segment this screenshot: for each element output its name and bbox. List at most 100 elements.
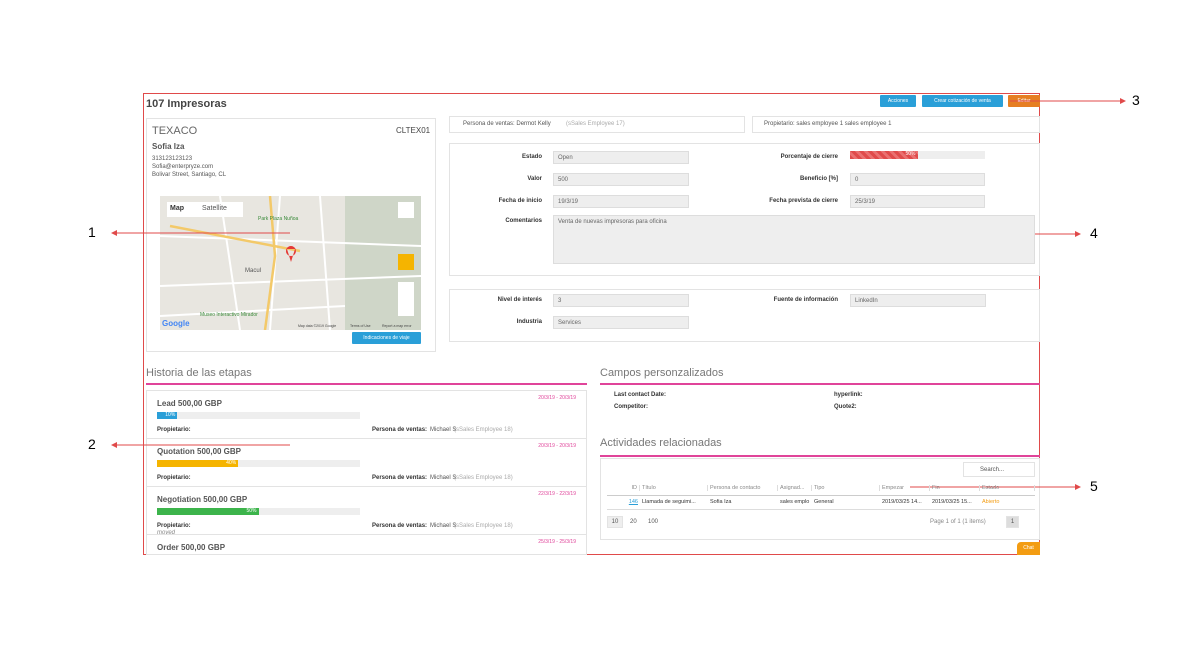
field-input: 0 [850, 173, 985, 186]
page-size[interactable]: 100 [648, 519, 659, 525]
sales-name: Michael S [430, 475, 457, 481]
field-input: Venta de nuevas impresoras para oficina [553, 215, 1035, 264]
stage-progress: 50% [157, 508, 259, 515]
company-card [146, 118, 436, 352]
stage-dates: 20/3/19 - 20/3/19 [538, 395, 576, 401]
field-label: Porcentaje de cierre [780, 154, 838, 160]
search-box[interactable]: Search... [963, 462, 1035, 477]
table-cell[interactable]: 146 [628, 499, 638, 505]
sales-note: (sSales Employee 18) [454, 427, 513, 433]
map-footer[interactable]: Report a map error [382, 324, 412, 328]
column-header: Persona de contacto [708, 485, 778, 491]
table-cell: General [814, 499, 834, 505]
stage-card [147, 535, 586, 554]
owner-box [752, 116, 1040, 133]
section-title: Historia de las etapas [146, 367, 252, 379]
stage-name: Negotiation 500,00 GBP [157, 495, 248, 504]
divider [600, 383, 1040, 385]
field-label: Fecha de inicio [498, 198, 542, 204]
actions-button[interactable]: Acciones [880, 95, 916, 107]
sales-label: Persona de ventas: [372, 475, 428, 481]
callout: 1 [88, 224, 96, 240]
field-input: 3 [553, 294, 689, 307]
table-cell: Sofia Iza [710, 499, 732, 505]
map-place: Macul [245, 268, 262, 274]
column-header: Fin [930, 485, 980, 491]
company-code: CLTEX01 [396, 126, 431, 135]
stages: Lead 500,00 GBP 20/3/19 - 20/3/19 10% Propi… [146, 390, 587, 555]
field-label: Fecha prevista de cierre [769, 198, 838, 204]
quote-button[interactable]: Crear cotización de venta [922, 95, 1003, 107]
table-cell: sales emplo [780, 499, 810, 505]
column-header: Empezar [880, 485, 930, 491]
page-size[interactable]: 20 [630, 519, 637, 525]
stage-card [147, 487, 586, 535]
custom-field: hyperlink: [834, 392, 863, 398]
callout: 2 [88, 436, 96, 452]
stage-dates: 22/3/19 - 22/3/19 [538, 491, 576, 497]
table-cell: Abierto [982, 499, 1000, 505]
sales-label: Persona de ventas: [372, 427, 428, 433]
stage-name: Order 500,00 GBP [157, 543, 226, 552]
field-label: Industria [516, 319, 542, 325]
chat-button[interactable]: Chat [1017, 542, 1040, 555]
sales-name: Michael S [430, 427, 457, 433]
table-cell: 2019/03/25 14... [882, 499, 922, 505]
field-label: Valor [527, 176, 542, 182]
stage-track: 50% [157, 508, 360, 515]
callout: 3 [1132, 92, 1140, 108]
stage-name: Lead 500,00 GBP [157, 399, 222, 408]
page-size[interactable]: 10 [607, 516, 623, 528]
map-footer[interactable]: Terms of Use [350, 324, 371, 328]
column-header: Tipo [812, 485, 880, 491]
address: Bolivar Street, Santiago, CL [152, 172, 227, 178]
map-tab[interactable]: Map [170, 205, 184, 212]
field-label: Estado [521, 154, 542, 160]
sales-name: Michael S [430, 523, 457, 529]
field-input: Services [553, 316, 689, 329]
sales-person: Persona de ventas: Dermot Kelly [463, 121, 551, 127]
contact-name: Sofia Iza [152, 142, 185, 151]
field-label: Nivel de interés [497, 297, 542, 303]
field-label: Beneficio [%] [799, 176, 838, 182]
stage-track: 10% [157, 412, 360, 419]
sales-label: Persona de ventas: [372, 523, 428, 529]
sales-box [449, 116, 745, 133]
map-place: Park Plaza Nuñoa [258, 216, 299, 222]
satellite-tab[interactable]: Satellite [202, 205, 227, 212]
custom-field: Last contact Date: [614, 392, 667, 398]
owner-label: Propietario: [157, 523, 191, 529]
column-header: ID [607, 485, 640, 491]
email: Sofia@enterpryze.com [152, 164, 214, 170]
progress-fill: 50% [850, 151, 918, 159]
custom-field: Quote2: [834, 404, 857, 410]
progress-track: 50% [850, 151, 985, 159]
owner: Propietario: sales employee 1 sales empl… [764, 121, 892, 127]
stage-dates: 20/3/19 - 20/3/19 [538, 443, 576, 449]
table-rule [607, 509, 1035, 510]
stage-dates: 25/3/19 - 25/3/19 [538, 539, 576, 545]
field-input: Open [553, 151, 689, 164]
stage-progress: 40% [157, 460, 239, 467]
field-input: LinkedIn [850, 294, 986, 307]
divider [146, 383, 587, 385]
directions-button[interactable]: Indicaciones de viaje [352, 332, 421, 344]
sales-note: (sSales Employee 17) [566, 121, 625, 127]
fields-box [449, 143, 1040, 276]
stage-progress: 10% [157, 412, 178, 419]
map [160, 196, 421, 330]
field-label: Fuente de información [773, 297, 838, 303]
callout: 4 [1090, 225, 1098, 241]
divider [600, 455, 1040, 457]
paging-info: Page 1 of 1 (1 items) [930, 519, 986, 525]
column-header: Estado [980, 485, 1035, 491]
field-input: 25/3/19 [850, 195, 985, 208]
field-input: 19/3/19 [553, 195, 689, 208]
page-number[interactable]: 1 [1006, 516, 1019, 528]
table-rule [607, 495, 1035, 496]
field-input: 500 [553, 173, 689, 186]
column-header: Asignad... [778, 485, 812, 491]
table-cell: 2019/03/25 15... [932, 499, 972, 505]
